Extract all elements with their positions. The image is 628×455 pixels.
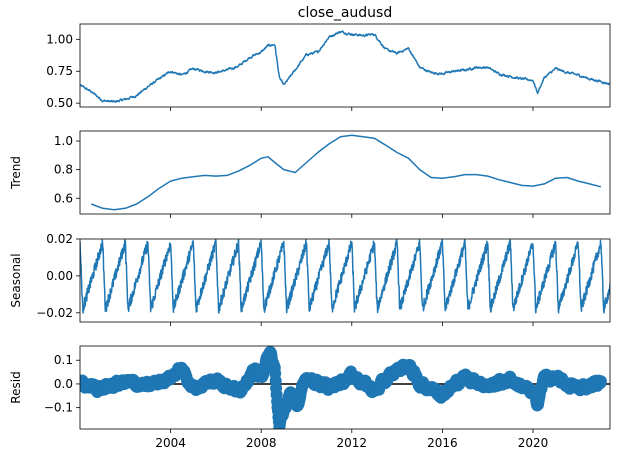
- x-tick-label: 2008: [246, 436, 277, 450]
- y-tick-label: 1.00: [46, 32, 73, 46]
- x-tick-label: 2004: [155, 436, 186, 450]
- resid-ylabel: Resid: [9, 371, 23, 403]
- y-tick-label: −0.1: [44, 401, 73, 415]
- resid-point: [594, 375, 607, 388]
- trend-ylabel: Trend: [9, 156, 23, 190]
- trend-frame: [79, 130, 611, 215]
- y-tick-label: 0.02: [46, 232, 73, 246]
- panel-trend: 0.6 0.8 1.0 Trend: [9, 130, 611, 218]
- resid-frame: [79, 345, 611, 430]
- panel-seasonal: 0.02 0.00 −0.02 Seasonal: [9, 232, 611, 326]
- y-tick-label: 0.50: [46, 96, 73, 110]
- observed-plot: [80, 30, 610, 103]
- seasonal-ylabel: Seasonal: [9, 253, 23, 307]
- panel-observed: 0.50 0.75 1.00: [46, 23, 611, 111]
- x-tick-label: 2016: [427, 436, 458, 450]
- panels: 0.50 0.75 1.00 0.6 0.8 1.0 Trend 0.02 0.00 −0.02 S…: [9, 23, 611, 450]
- y-tick-label: −0.02: [36, 306, 73, 320]
- y-tick-label: 0.00: [46, 269, 73, 283]
- y-tick-label: 0.75: [46, 64, 73, 78]
- x-tick-label: 2012: [337, 436, 368, 450]
- resid-points: [80, 346, 607, 429]
- x-tick-label: 2020: [518, 436, 549, 450]
- trend-line: [91, 134, 602, 211]
- panel-resid: 0.1 0.0 −0.1 2004 2008 2012 2016 2020 Resid: [9, 345, 611, 450]
- seasonal-plot: [80, 239, 610, 314]
- resid-plot: [80, 346, 610, 429]
- seasonal-frame: [79, 238, 611, 323]
- observed-line: [80, 30, 610, 103]
- y-tick-label: 0.6: [54, 191, 73, 205]
- trend-plot: [91, 134, 602, 211]
- observed-frame: [79, 23, 611, 108]
- seasonal-line: [80, 239, 610, 314]
- y-tick-label: 0.0: [54, 377, 73, 391]
- chart-title: close_audusd: [298, 5, 392, 21]
- y-tick-label: 1.0: [54, 134, 73, 148]
- y-tick-label: 0.8: [54, 163, 73, 177]
- y-tick-label: 0.1: [54, 353, 73, 367]
